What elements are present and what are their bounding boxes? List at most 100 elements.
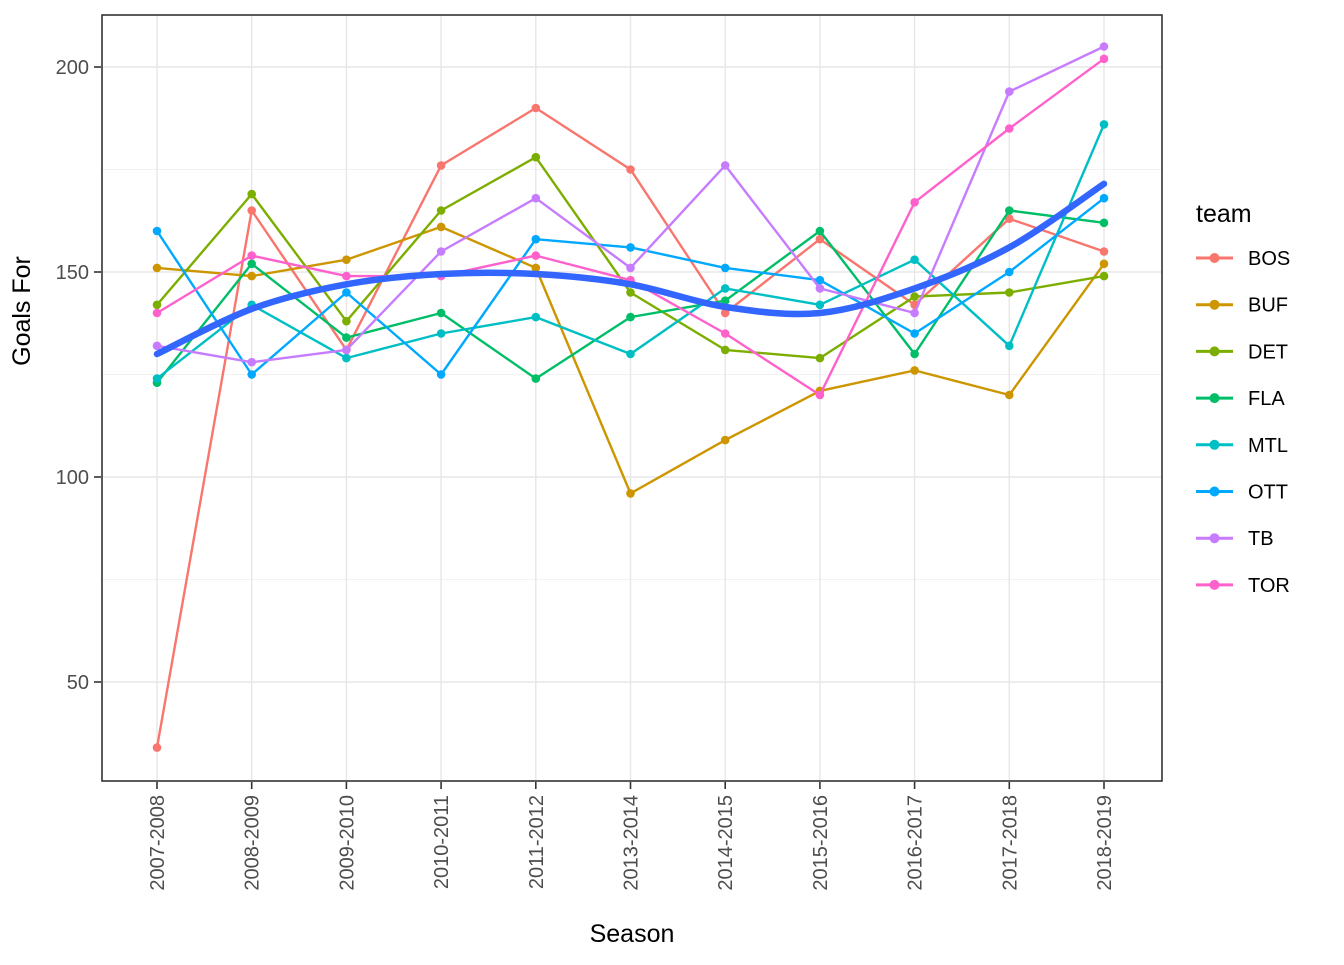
data-point-DET-2008-2009 bbox=[247, 189, 256, 199]
data-point-TB-2018-2019 bbox=[1099, 42, 1109, 51]
legend-key-point-BOS bbox=[1209, 253, 1220, 263]
data-point-DET-2018-2019 bbox=[1099, 271, 1109, 281]
data-point-OTT-2018-2019 bbox=[1099, 193, 1109, 203]
legend-label-TOR: TOR bbox=[1248, 575, 1290, 597]
data-point-TOR-2015-2016 bbox=[815, 390, 825, 400]
x-tick-label-2011-2012: 2011-2012 bbox=[526, 795, 548, 889]
x-tick-label-2009-2010: 2009-2010 bbox=[336, 795, 358, 891]
data-point-MTL-2010-2011 bbox=[436, 329, 446, 338]
legend-key-point-BUF bbox=[1209, 299, 1220, 310]
legend-key-point-TB bbox=[1209, 533, 1220, 544]
data-point-TOR-2018-2019 bbox=[1099, 54, 1109, 64]
data-point-BUF-2010-2011 bbox=[436, 222, 446, 232]
data-point-DET-2011-2012 bbox=[531, 152, 541, 162]
data-point-OTT-2015-2016 bbox=[815, 275, 825, 285]
data-point-TB-2011-2012 bbox=[531, 193, 541, 203]
data-point-OTT-2007-2008 bbox=[152, 226, 162, 236]
data-point-TB-2016-2017 bbox=[910, 308, 919, 318]
data-point-DET-2009-2010 bbox=[342, 316, 351, 326]
smooth-trend-line bbox=[153, 180, 1108, 358]
y-axis-title: Goals For bbox=[8, 256, 36, 366]
data-point-DET-2013-2014 bbox=[626, 288, 635, 297]
data-point-BOS-2014-2015 bbox=[720, 308, 730, 318]
plot-panel bbox=[102, 15, 1162, 781]
data-point-BOS-2010-2011 bbox=[436, 161, 446, 170]
data-point-DET-2010-2011 bbox=[436, 206, 446, 215]
series-layer bbox=[152, 42, 1109, 752]
data-point-BUF-2011-2012 bbox=[531, 263, 541, 273]
data-point-MTL-2009-2010 bbox=[342, 353, 351, 363]
x-tick-label-2010-2011: 2010-2011 bbox=[431, 795, 453, 889]
data-point-BOS-2008-2009 bbox=[247, 206, 256, 215]
data-point-OTT-2008-2009 bbox=[247, 370, 256, 379]
legend-label-TB: TB bbox=[1248, 528, 1274, 550]
data-point-MTL-2011-2012 bbox=[531, 312, 541, 322]
legend-item-BUF: BUF bbox=[1196, 295, 1288, 317]
data-point-BUF-2007-2008 bbox=[152, 263, 162, 273]
data-point-OTT-2016-2017 bbox=[910, 329, 919, 338]
data-point-OTT-2014-2015 bbox=[720, 263, 730, 273]
y-tick-label-200: 200 bbox=[56, 57, 89, 79]
data-point-BOS-2011-2012 bbox=[531, 103, 541, 113]
data-point-MTL-2013-2014 bbox=[626, 349, 635, 359]
data-point-BUF-2017-2018 bbox=[1005, 390, 1014, 400]
x-tick-label-2013-2014: 2013-2014 bbox=[621, 795, 643, 891]
x-tick-label-2014-2015: 2014-2015 bbox=[715, 795, 737, 891]
data-point-BOS-2017-2018 bbox=[1005, 214, 1014, 223]
data-point-DET-2015-2016 bbox=[815, 353, 825, 363]
y-tick-labels: 50 100 150 200 bbox=[56, 57, 89, 694]
legend-key-point-OTT bbox=[1209, 486, 1220, 497]
data-point-FLA-2018-2019 bbox=[1099, 218, 1109, 228]
data-point-BUF-2008-2009 bbox=[247, 271, 256, 281]
data-point-FLA-2014-2015 bbox=[720, 296, 730, 306]
data-point-OTT-2010-2011 bbox=[436, 370, 446, 379]
x-tick-labels: 2007-2008 2008-2009 2009-2010 2010-2011 2011… bbox=[147, 795, 1116, 891]
data-point-DET-2014-2015 bbox=[720, 345, 730, 355]
data-point-OTT-2017-2018 bbox=[1005, 267, 1014, 277]
legend-label-OTT: OTT bbox=[1248, 482, 1288, 504]
legend-item-MTL: MTL bbox=[1196, 435, 1288, 457]
data-point-BOS-2007-2008 bbox=[152, 743, 162, 752]
data-point-TB-2010-2011 bbox=[436, 247, 446, 256]
legend-item-FLA: FLA bbox=[1196, 388, 1285, 410]
data-point-BOS-2018-2019 bbox=[1099, 247, 1109, 256]
x-tick-label-2015-2016: 2015-2016 bbox=[810, 795, 832, 891]
data-point-FLA-2010-2011 bbox=[436, 308, 446, 318]
legend-item-BOS: BOS bbox=[1196, 248, 1290, 270]
y-tick-label-150: 150 bbox=[56, 262, 89, 284]
legend-key-point-DET bbox=[1209, 346, 1220, 357]
x-tick-label-2018-2019: 2018-2019 bbox=[1094, 795, 1116, 891]
data-point-MTL-2017-2018 bbox=[1005, 341, 1014, 351]
legend-label-MTL: MTL bbox=[1248, 435, 1288, 457]
data-point-DET-2017-2018 bbox=[1005, 288, 1014, 297]
data-point-OTT-2011-2012 bbox=[531, 234, 541, 244]
data-point-DET-2007-2008 bbox=[152, 300, 162, 310]
legend-item-TOR: TOR bbox=[1196, 575, 1290, 597]
data-point-TOR-2007-2008 bbox=[152, 308, 162, 318]
data-point-OTT-2013-2014 bbox=[626, 243, 635, 252]
data-point-MTL-2014-2015 bbox=[720, 284, 730, 293]
data-point-FLA-2015-2016 bbox=[815, 226, 825, 236]
x-tick-label-2008-2009: 2008-2009 bbox=[242, 795, 264, 891]
data-point-MTL-2015-2016 bbox=[815, 300, 825, 310]
data-point-BOS-2013-2014 bbox=[626, 165, 635, 174]
data-point-TOR-2014-2015 bbox=[720, 329, 730, 338]
legend-item-TB: TB bbox=[1196, 528, 1274, 550]
x-axis-title: Season bbox=[590, 920, 675, 948]
x-tick-label-2007-2008: 2007-2008 bbox=[147, 795, 169, 891]
data-point-FLA-2008-2009 bbox=[247, 259, 256, 269]
smooth-trend-layer bbox=[153, 180, 1108, 358]
data-point-MTL-2016-2017 bbox=[910, 255, 919, 264]
legend-label-FLA: FLA bbox=[1248, 388, 1285, 410]
axis-ticks bbox=[94, 66, 1105, 789]
legend: team BOS BUF DET FLA MTL OTT TB TOR bbox=[1196, 200, 1290, 597]
data-point-MTL-2018-2019 bbox=[1099, 120, 1109, 129]
data-point-TOR-2009-2010 bbox=[342, 271, 351, 281]
data-point-TB-2007-2008 bbox=[152, 341, 162, 351]
data-point-BUF-2013-2014 bbox=[626, 489, 635, 498]
data-point-BUF-2018-2019 bbox=[1099, 259, 1109, 269]
data-point-FLA-2013-2014 bbox=[626, 312, 635, 322]
data-point-FLA-2016-2017 bbox=[910, 349, 919, 359]
panel-border bbox=[101, 14, 1163, 782]
